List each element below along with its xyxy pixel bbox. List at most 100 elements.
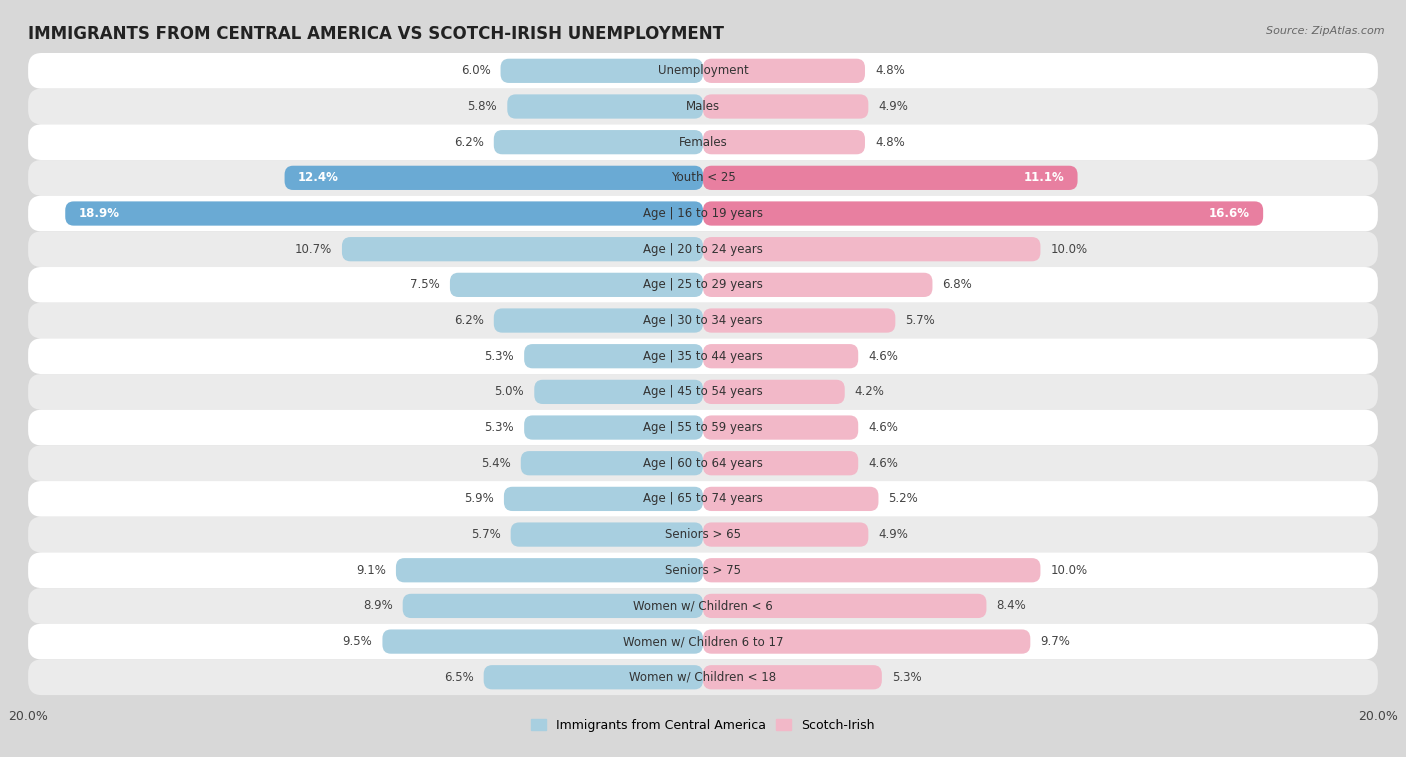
FancyBboxPatch shape [520, 451, 703, 475]
Text: Seniors > 65: Seniors > 65 [665, 528, 741, 541]
FancyBboxPatch shape [703, 95, 869, 119]
Text: 7.5%: 7.5% [411, 279, 440, 291]
Text: 11.1%: 11.1% [1024, 171, 1064, 185]
FancyBboxPatch shape [510, 522, 703, 547]
FancyBboxPatch shape [703, 166, 1077, 190]
FancyBboxPatch shape [703, 451, 858, 475]
Text: 5.3%: 5.3% [891, 671, 921, 684]
FancyBboxPatch shape [28, 303, 1378, 338]
FancyBboxPatch shape [402, 593, 703, 618]
FancyBboxPatch shape [28, 89, 1378, 124]
Text: 18.9%: 18.9% [79, 207, 120, 220]
Text: 5.8%: 5.8% [468, 100, 498, 113]
Text: Age | 65 to 74 years: Age | 65 to 74 years [643, 492, 763, 506]
FancyBboxPatch shape [28, 232, 1378, 267]
FancyBboxPatch shape [28, 410, 1378, 445]
Text: 8.4%: 8.4% [997, 600, 1026, 612]
FancyBboxPatch shape [342, 237, 703, 261]
Text: 9.1%: 9.1% [356, 564, 385, 577]
FancyBboxPatch shape [28, 517, 1378, 553]
Text: 9.5%: 9.5% [343, 635, 373, 648]
Text: Age | 16 to 19 years: Age | 16 to 19 years [643, 207, 763, 220]
Text: 5.7%: 5.7% [905, 314, 935, 327]
Text: 6.0%: 6.0% [461, 64, 491, 77]
Text: 4.9%: 4.9% [879, 100, 908, 113]
FancyBboxPatch shape [501, 59, 703, 83]
FancyBboxPatch shape [65, 201, 703, 226]
Text: 5.0%: 5.0% [495, 385, 524, 398]
Text: Age | 30 to 34 years: Age | 30 to 34 years [643, 314, 763, 327]
Text: Women w/ Children 6 to 17: Women w/ Children 6 to 17 [623, 635, 783, 648]
Text: Age | 45 to 54 years: Age | 45 to 54 years [643, 385, 763, 398]
Text: 5.4%: 5.4% [481, 456, 510, 470]
FancyBboxPatch shape [524, 416, 703, 440]
Text: 8.9%: 8.9% [363, 600, 392, 612]
Text: 5.3%: 5.3% [485, 421, 515, 434]
FancyBboxPatch shape [703, 665, 882, 690]
Text: IMMIGRANTS FROM CENTRAL AMERICA VS SCOTCH-IRISH UNEMPLOYMENT: IMMIGRANTS FROM CENTRAL AMERICA VS SCOTC… [28, 25, 724, 43]
FancyBboxPatch shape [703, 416, 858, 440]
FancyBboxPatch shape [703, 201, 1263, 226]
Text: Seniors > 75: Seniors > 75 [665, 564, 741, 577]
FancyBboxPatch shape [703, 558, 1040, 582]
Text: 9.7%: 9.7% [1040, 635, 1070, 648]
Text: Age | 55 to 59 years: Age | 55 to 59 years [643, 421, 763, 434]
FancyBboxPatch shape [484, 665, 703, 690]
Text: 4.8%: 4.8% [875, 136, 905, 148]
Text: Females: Females [679, 136, 727, 148]
FancyBboxPatch shape [450, 273, 703, 297]
FancyBboxPatch shape [703, 273, 932, 297]
FancyBboxPatch shape [494, 130, 703, 154]
FancyBboxPatch shape [28, 195, 1378, 232]
FancyBboxPatch shape [703, 344, 858, 369]
Text: 4.6%: 4.6% [869, 456, 898, 470]
Legend: Immigrants from Central America, Scotch-Irish: Immigrants from Central America, Scotch-… [526, 714, 880, 737]
FancyBboxPatch shape [284, 166, 703, 190]
FancyBboxPatch shape [28, 553, 1378, 588]
Text: 6.2%: 6.2% [454, 136, 484, 148]
FancyBboxPatch shape [28, 374, 1378, 410]
FancyBboxPatch shape [28, 481, 1378, 517]
Text: 4.8%: 4.8% [875, 64, 905, 77]
FancyBboxPatch shape [703, 59, 865, 83]
Text: 6.2%: 6.2% [454, 314, 484, 327]
FancyBboxPatch shape [28, 659, 1378, 695]
FancyBboxPatch shape [28, 267, 1378, 303]
Text: 10.0%: 10.0% [1050, 564, 1088, 577]
Text: Age | 25 to 29 years: Age | 25 to 29 years [643, 279, 763, 291]
Text: 6.5%: 6.5% [444, 671, 474, 684]
FancyBboxPatch shape [703, 130, 865, 154]
Text: 5.3%: 5.3% [485, 350, 515, 363]
FancyBboxPatch shape [524, 344, 703, 369]
FancyBboxPatch shape [28, 338, 1378, 374]
Text: 5.9%: 5.9% [464, 492, 494, 506]
FancyBboxPatch shape [508, 95, 703, 119]
Text: Age | 20 to 24 years: Age | 20 to 24 years [643, 243, 763, 256]
FancyBboxPatch shape [503, 487, 703, 511]
FancyBboxPatch shape [703, 593, 987, 618]
Text: 5.7%: 5.7% [471, 528, 501, 541]
FancyBboxPatch shape [28, 53, 1378, 89]
Text: Youth < 25: Youth < 25 [671, 171, 735, 185]
Text: 4.2%: 4.2% [855, 385, 884, 398]
Text: 6.8%: 6.8% [942, 279, 973, 291]
FancyBboxPatch shape [703, 237, 1040, 261]
FancyBboxPatch shape [396, 558, 703, 582]
Text: 4.6%: 4.6% [869, 350, 898, 363]
Text: Age | 35 to 44 years: Age | 35 to 44 years [643, 350, 763, 363]
Text: 5.2%: 5.2% [889, 492, 918, 506]
Text: 10.7%: 10.7% [295, 243, 332, 256]
FancyBboxPatch shape [703, 487, 879, 511]
FancyBboxPatch shape [28, 160, 1378, 195]
Text: 4.9%: 4.9% [879, 528, 908, 541]
Text: Women w/ Children < 6: Women w/ Children < 6 [633, 600, 773, 612]
Text: 10.0%: 10.0% [1050, 243, 1088, 256]
FancyBboxPatch shape [703, 630, 1031, 654]
Text: Source: ZipAtlas.com: Source: ZipAtlas.com [1267, 26, 1385, 36]
FancyBboxPatch shape [382, 630, 703, 654]
FancyBboxPatch shape [28, 588, 1378, 624]
FancyBboxPatch shape [534, 380, 703, 404]
Text: Males: Males [686, 100, 720, 113]
FancyBboxPatch shape [28, 624, 1378, 659]
FancyBboxPatch shape [28, 124, 1378, 160]
